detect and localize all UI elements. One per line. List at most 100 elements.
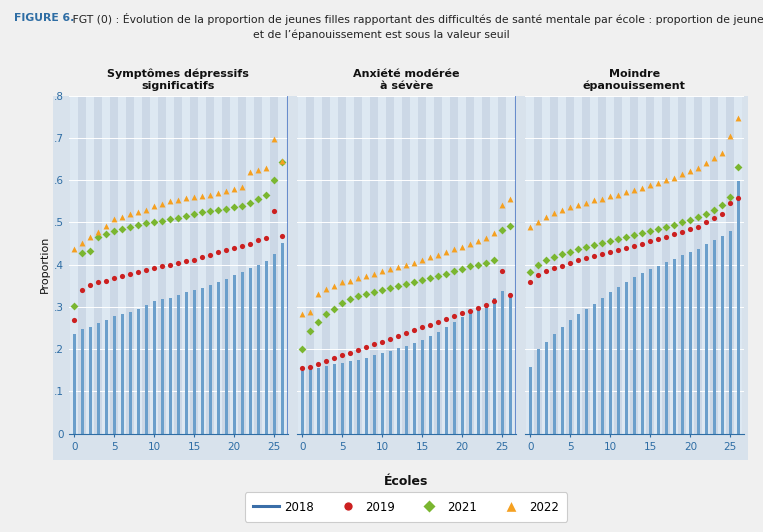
Bar bbox=[341, 363, 343, 434]
Point bbox=[684, 216, 697, 225]
Bar bbox=[118, 96, 127, 434]
Point bbox=[237, 201, 249, 210]
Point bbox=[244, 199, 256, 207]
Point bbox=[164, 215, 176, 223]
Point bbox=[196, 192, 208, 201]
Bar bbox=[129, 312, 132, 434]
Point bbox=[612, 246, 624, 254]
Point bbox=[496, 267, 508, 275]
Point bbox=[204, 191, 217, 200]
Point bbox=[76, 286, 89, 294]
Bar bbox=[214, 96, 222, 434]
Point bbox=[116, 212, 128, 221]
Point bbox=[488, 229, 501, 237]
Point bbox=[636, 229, 649, 237]
Point bbox=[588, 196, 600, 205]
Point bbox=[188, 255, 201, 264]
Point bbox=[652, 235, 665, 244]
Legend: 2018, 2019, 2021, 2022: 2018, 2019, 2021, 2022 bbox=[245, 492, 567, 522]
Point bbox=[604, 237, 617, 245]
Point bbox=[253, 236, 265, 244]
Bar bbox=[534, 96, 542, 434]
Point bbox=[532, 271, 544, 279]
Bar bbox=[230, 96, 238, 434]
Bar bbox=[198, 96, 206, 434]
Bar bbox=[137, 309, 140, 434]
Bar bbox=[378, 96, 386, 434]
Point bbox=[424, 320, 436, 329]
Point bbox=[580, 243, 592, 251]
Bar bbox=[394, 96, 402, 434]
Point bbox=[100, 221, 112, 230]
Y-axis label: Proportion: Proportion bbox=[40, 236, 50, 293]
Point bbox=[360, 271, 372, 280]
Point bbox=[408, 326, 420, 335]
Point bbox=[620, 188, 633, 196]
Bar bbox=[582, 96, 591, 434]
Point bbox=[68, 244, 80, 253]
Point bbox=[540, 267, 552, 275]
Point bbox=[140, 219, 153, 228]
Bar bbox=[182, 96, 190, 434]
Point bbox=[100, 277, 112, 285]
Bar bbox=[601, 297, 604, 434]
Point bbox=[540, 213, 552, 222]
Point bbox=[732, 194, 745, 202]
Point bbox=[464, 262, 476, 271]
Bar bbox=[370, 96, 378, 434]
Point bbox=[668, 230, 681, 238]
Bar bbox=[681, 255, 684, 434]
Point bbox=[588, 240, 600, 249]
Text: FGT (0) : Évolution de la proportion de jeunes filles rapportant des difficultés: FGT (0) : Évolution de la proportion de … bbox=[69, 13, 763, 26]
Bar bbox=[529, 367, 532, 434]
Bar bbox=[254, 96, 262, 434]
Point bbox=[496, 226, 508, 234]
Point bbox=[724, 131, 736, 140]
Point bbox=[564, 248, 576, 256]
Point bbox=[440, 248, 452, 256]
Point bbox=[408, 259, 420, 267]
Point bbox=[504, 195, 517, 203]
Bar bbox=[354, 96, 362, 434]
Point bbox=[369, 287, 381, 296]
Text: et de l’épanouissement est sous la valeur seuil: et de l’épanouissement est sous la valeu… bbox=[253, 29, 510, 40]
Bar bbox=[73, 334, 76, 434]
Point bbox=[132, 208, 144, 217]
Point bbox=[668, 173, 681, 182]
Bar bbox=[225, 279, 227, 434]
Point bbox=[196, 208, 208, 217]
Point bbox=[692, 222, 704, 231]
Point bbox=[237, 242, 249, 250]
Point bbox=[385, 264, 397, 273]
Bar bbox=[206, 96, 214, 434]
Point bbox=[524, 268, 536, 277]
Point bbox=[276, 158, 288, 167]
Bar bbox=[501, 291, 504, 434]
Bar bbox=[726, 96, 734, 434]
Point bbox=[532, 218, 544, 227]
Point bbox=[556, 261, 568, 270]
Point bbox=[132, 268, 144, 277]
Bar bbox=[127, 96, 134, 434]
Bar bbox=[418, 96, 427, 434]
Point bbox=[172, 195, 185, 204]
Bar bbox=[281, 243, 284, 434]
Bar bbox=[569, 320, 571, 434]
Bar bbox=[405, 346, 407, 434]
Point bbox=[344, 348, 356, 357]
Bar bbox=[566, 96, 575, 434]
Point bbox=[708, 205, 720, 214]
Bar bbox=[737, 181, 739, 434]
Point bbox=[260, 234, 272, 243]
Point bbox=[472, 237, 485, 245]
Bar bbox=[633, 277, 636, 434]
Point bbox=[448, 312, 460, 320]
Bar bbox=[81, 329, 84, 434]
Point bbox=[237, 182, 249, 191]
Point bbox=[572, 201, 584, 209]
Point bbox=[668, 220, 681, 229]
Point bbox=[212, 205, 224, 214]
Bar bbox=[491, 96, 498, 434]
Bar bbox=[317, 368, 320, 434]
Point bbox=[353, 274, 365, 282]
